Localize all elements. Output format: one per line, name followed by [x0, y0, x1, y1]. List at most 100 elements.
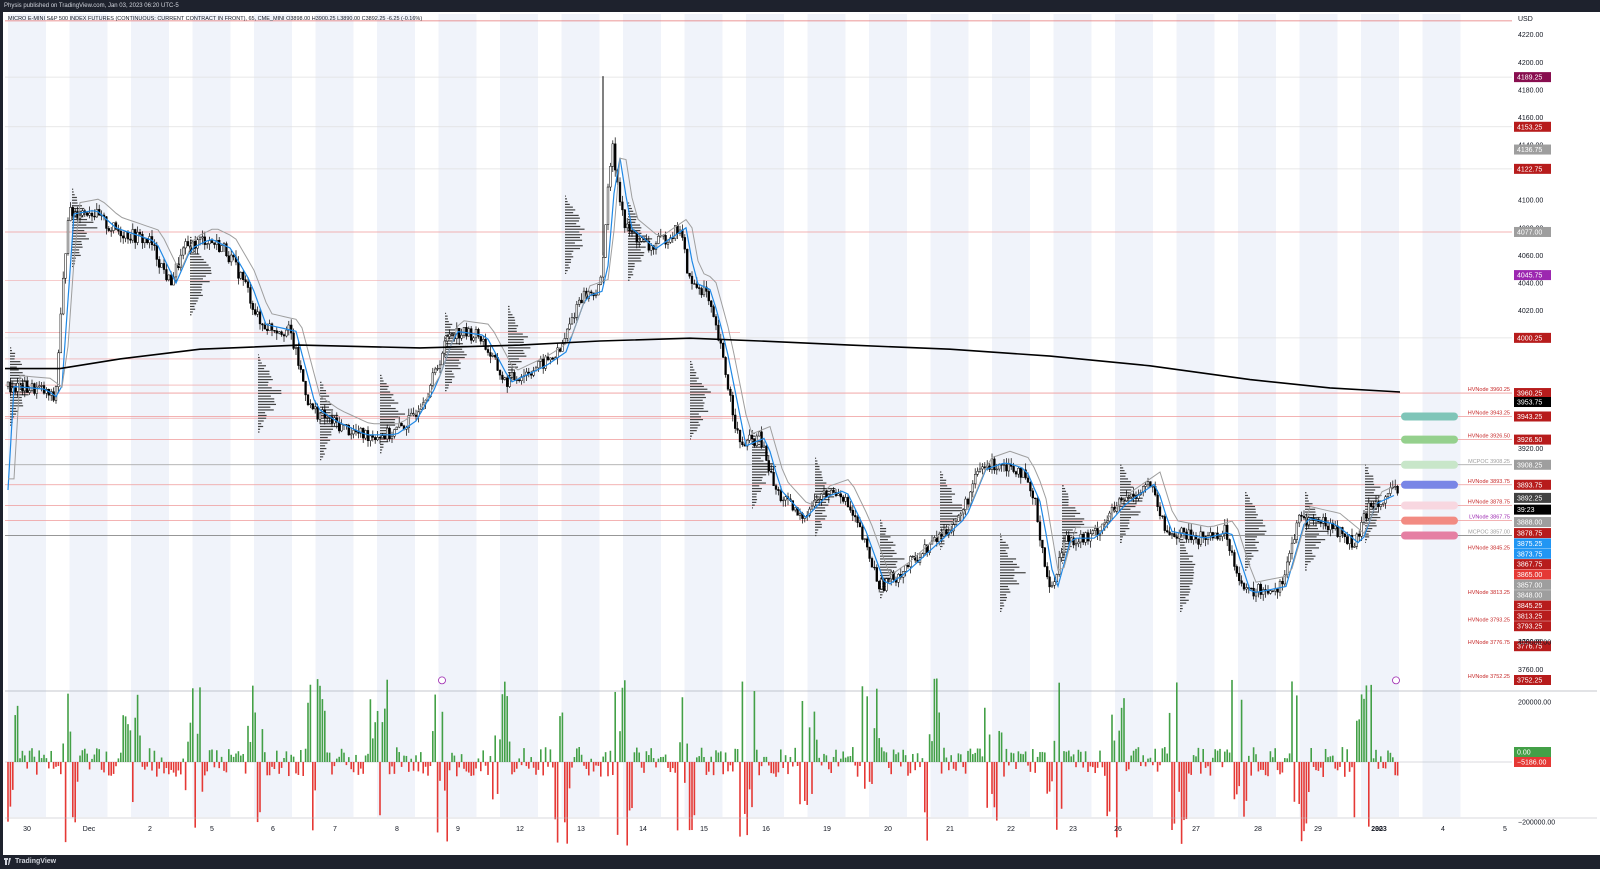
delta-bar [1293, 762, 1296, 802]
candle [414, 414, 418, 417]
delta-bar [681, 697, 684, 762]
delta-bar [993, 762, 996, 808]
delta-bar [1286, 758, 1288, 762]
profile-bar [508, 341, 524, 343]
candle [114, 222, 118, 230]
delta-bar [1118, 730, 1120, 762]
candle [520, 376, 523, 381]
profile-bar [565, 242, 575, 244]
profile-bar [508, 305, 510, 308]
candle [722, 343, 725, 358]
candle [1350, 535, 1354, 548]
price-tag: 4153.25 [1514, 121, 1551, 132]
candle [196, 239, 199, 249]
profile-bar [190, 253, 200, 255]
candle [825, 490, 828, 498]
profile-bar [690, 399, 703, 401]
profile-bar [190, 272, 212, 274]
profile-bar [1180, 594, 1189, 596]
price-tag-label: 39:23 [1517, 507, 1535, 514]
delta-bar [907, 762, 909, 776]
profile-bar [1000, 539, 1003, 541]
delta-bar [878, 738, 880, 762]
candle [1007, 463, 1010, 472]
delta-bar [141, 762, 144, 767]
node-label: MCPOC 3908.25 [1468, 459, 1510, 465]
profile-bar [1180, 605, 1183, 607]
price-tag: 3943.25 [1514, 411, 1551, 422]
profile-bar [628, 274, 634, 276]
candle [1218, 536, 1222, 540]
delta-bar [43, 754, 45, 762]
profile-bar [10, 369, 19, 371]
candle [1367, 502, 1370, 519]
delta-bar [1178, 762, 1180, 792]
candle [630, 231, 634, 233]
profile-bar [320, 442, 328, 444]
time-label: 28 [1254, 826, 1262, 833]
profile-bar [190, 311, 193, 313]
delta-bar [1080, 751, 1082, 762]
candle [686, 248, 689, 274]
delta-bar [703, 756, 705, 762]
profile-bar [940, 471, 942, 473]
delta-bar [508, 741, 511, 762]
candle [844, 497, 847, 502]
delta-bar [50, 750, 52, 762]
delta-bar [364, 755, 367, 762]
node-label: HVNode 3960.25 [1468, 387, 1510, 393]
candle [1199, 531, 1202, 545]
candle [1343, 533, 1346, 537]
delta-bar [172, 762, 175, 773]
profile-bar [815, 487, 836, 490]
candle [1012, 466, 1015, 472]
profile-bar [1365, 489, 1376, 491]
delta-bar [441, 711, 444, 762]
hvnode-zone [1401, 516, 1458, 525]
candle [734, 414, 737, 429]
delta-bar [1269, 751, 1272, 762]
delta-bar [602, 756, 604, 762]
profile-bar [508, 333, 523, 335]
price-tag: 3892.25 [1514, 492, 1551, 503]
delta-bar [1231, 679, 1233, 762]
time-label: 21 [946, 826, 954, 833]
profile-bar [815, 471, 822, 473]
profile-bar [1245, 511, 1256, 513]
profile-bar [320, 445, 326, 447]
profile-bar [258, 384, 268, 386]
profile-bar [1305, 527, 1319, 530]
candle [119, 230, 122, 237]
delta-bar [333, 762, 336, 767]
profile-bar [258, 367, 265, 370]
profile-bar [258, 362, 262, 364]
delta-bar [1245, 762, 1248, 801]
profile-bar [690, 427, 698, 429]
candle [695, 283, 698, 288]
profile-bar [1000, 563, 1017, 566]
price-tag-label: 3752.25 [1517, 677, 1542, 684]
delta-bar [969, 748, 972, 762]
candle [57, 352, 60, 387]
candle [1077, 541, 1080, 544]
profile-bar [445, 312, 447, 314]
time-label: 27 [1192, 826, 1200, 833]
delta-bar [26, 762, 28, 769]
candle [218, 239, 221, 252]
delta-bar [789, 756, 792, 762]
candle [1329, 522, 1332, 531]
profile-bar [10, 358, 15, 360]
delta-bar [146, 762, 148, 767]
node-label: LVNode 3867.75 [1469, 515, 1510, 521]
profile-bar [1305, 516, 1321, 519]
node-label: HVNode 3813.25 [1468, 590, 1510, 596]
profile-bar [1180, 602, 1187, 604]
candle [832, 489, 835, 493]
profile-bar [258, 390, 282, 392]
delta-bar [232, 756, 235, 762]
delta-bar [1132, 750, 1135, 762]
candle [266, 328, 269, 331]
price-tag: 3926.50 [1514, 434, 1551, 445]
profile-bar [940, 504, 963, 506]
